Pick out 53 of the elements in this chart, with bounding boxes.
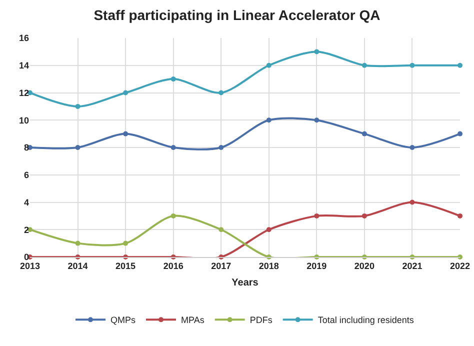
- x-tick-label: 2016: [163, 260, 184, 271]
- y-tick-label: 0: [24, 252, 29, 262]
- y-tick-label: 6: [24, 170, 29, 180]
- point: [266, 62, 272, 68]
- x-axis-title: Years: [232, 277, 259, 288]
- legend-label: PDFs: [250, 315, 273, 326]
- y-tick-label: 4: [24, 197, 29, 208]
- point: [75, 145, 80, 150]
- legend-label: Total including residents: [318, 315, 414, 326]
- point: [218, 227, 224, 232]
- x-tick-label: 2022: [450, 260, 470, 271]
- point: [458, 254, 462, 260]
- y-tick-label: 14: [18, 60, 29, 71]
- x-tick-label: 2020: [354, 260, 374, 271]
- point: [362, 62, 367, 68]
- point: [75, 104, 80, 109]
- point: [170, 76, 176, 82]
- x-tick-label: 2017: [211, 260, 232, 271]
- point: [75, 240, 80, 246]
- y-tick-label: 10: [18, 115, 29, 126]
- y-tick-label: 2: [24, 224, 29, 235]
- x-tick-label: 2013: [20, 260, 40, 271]
- point: [123, 131, 128, 136]
- point: [410, 62, 415, 68]
- point: [362, 131, 367, 136]
- point: [458, 131, 462, 136]
- chart-title: Staff participating in Linear Accelerator QA: [94, 7, 380, 24]
- point: [314, 213, 320, 218]
- legend-label: QMPs: [110, 315, 136, 326]
- x-tick-label: 2015: [116, 260, 136, 271]
- point: [458, 213, 462, 218]
- x-tick-label: 2019: [306, 260, 327, 271]
- point: [218, 145, 224, 150]
- point: [123, 240, 128, 246]
- point: [170, 145, 176, 150]
- point: [266, 118, 272, 123]
- point: [362, 213, 367, 218]
- point: [410, 145, 415, 150]
- point: [218, 90, 224, 96]
- x-tick-label: 2021: [402, 260, 422, 271]
- point: [266, 227, 272, 232]
- x-tick-label: 2014: [68, 260, 88, 271]
- y-tick-label: 16: [18, 33, 29, 44]
- point: [170, 213, 176, 218]
- y-tick-label: 12: [18, 88, 29, 98]
- point: [314, 49, 320, 54]
- x-tick-label: 2018: [258, 260, 279, 271]
- point: [314, 118, 320, 123]
- point: [458, 62, 462, 68]
- point: [410, 200, 415, 205]
- legend-label: MPAs: [181, 315, 205, 326]
- y-tick-label: 8: [24, 142, 29, 153]
- point: [123, 90, 128, 96]
